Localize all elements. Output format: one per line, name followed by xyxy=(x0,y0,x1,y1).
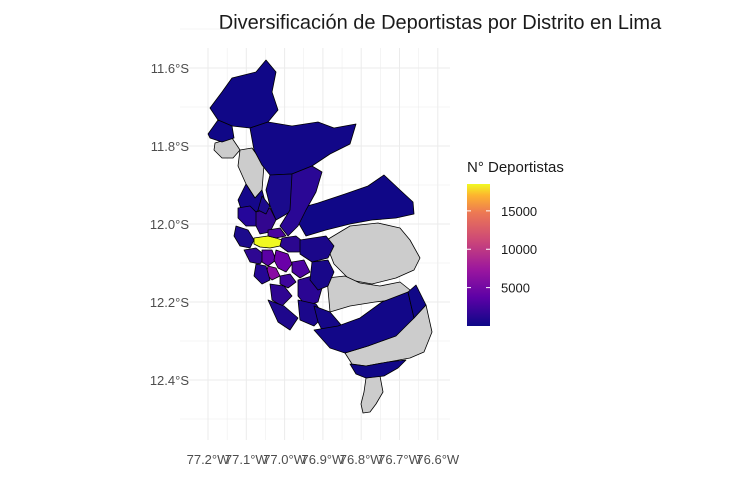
district-breña xyxy=(261,249,277,267)
x-tick-label: 76.9°W xyxy=(302,452,346,467)
district-la-molina xyxy=(309,259,335,291)
district-punta-hermosa xyxy=(349,359,407,379)
x-axis: 77.2°W77.1°W77.0°W76.9°W76.8°W76.7°W76.6… xyxy=(187,452,460,467)
district-la-victoria xyxy=(273,249,293,273)
chart-title: Diversificación de Deportistas por Distr… xyxy=(219,12,662,34)
district-callao xyxy=(233,225,255,249)
legend-tick-label: 5000 xyxy=(501,281,530,296)
district-sjl xyxy=(279,165,323,237)
district-magdalena xyxy=(253,263,271,285)
x-tick-label: 77.0°W xyxy=(263,452,307,467)
district-carabayllo xyxy=(249,121,357,176)
x-tick-label: 76.6°W xyxy=(416,452,460,467)
y-tick-label: 12.4°S xyxy=(150,373,190,388)
legend-colorbar xyxy=(467,184,490,326)
district-rimac xyxy=(267,227,287,239)
y-tick-label: 11.6°S xyxy=(151,61,190,76)
y-axis: 11.6°S 11.8°S 12.0°S 12.2°S 12.4°S xyxy=(150,61,190,388)
district-san-antonio xyxy=(407,284,427,319)
district-san-borja xyxy=(291,259,311,279)
graticule xyxy=(180,28,450,440)
district-santa-rosa xyxy=(207,119,235,143)
x-tick-label: 76.8°W xyxy=(340,452,384,467)
y-tick-label: 11.8°S xyxy=(151,139,190,154)
district-miraflores xyxy=(269,283,293,307)
district-independencia xyxy=(257,195,271,215)
x-tick-label: 77.1°W xyxy=(225,452,269,467)
x-tick-label: 77.2°W xyxy=(187,452,231,467)
legend-tick-label: 10000 xyxy=(501,242,537,257)
districts xyxy=(207,59,433,414)
district-san-isidro xyxy=(279,273,297,289)
district-pucusana-grey xyxy=(360,375,384,414)
legend-tick-label: 15000 xyxy=(501,204,537,219)
x-tick-label: 76.7°W xyxy=(378,452,422,467)
district-lurigancho xyxy=(297,174,415,237)
district-chaclacayo-grey xyxy=(324,222,421,285)
district-chorrillos xyxy=(267,299,299,331)
y-tick-label: 12.0°S xyxy=(150,217,190,232)
legend-title: N° Deportistas xyxy=(467,159,564,176)
district-ate xyxy=(299,235,335,263)
legend-ticks: 5000 10000 15000 xyxy=(467,204,537,296)
y-tick-label: 12.2°S xyxy=(150,295,190,310)
color-legend: N° Deportistas 5000 10000 15000 xyxy=(467,159,564,326)
district-ancon xyxy=(209,59,279,129)
